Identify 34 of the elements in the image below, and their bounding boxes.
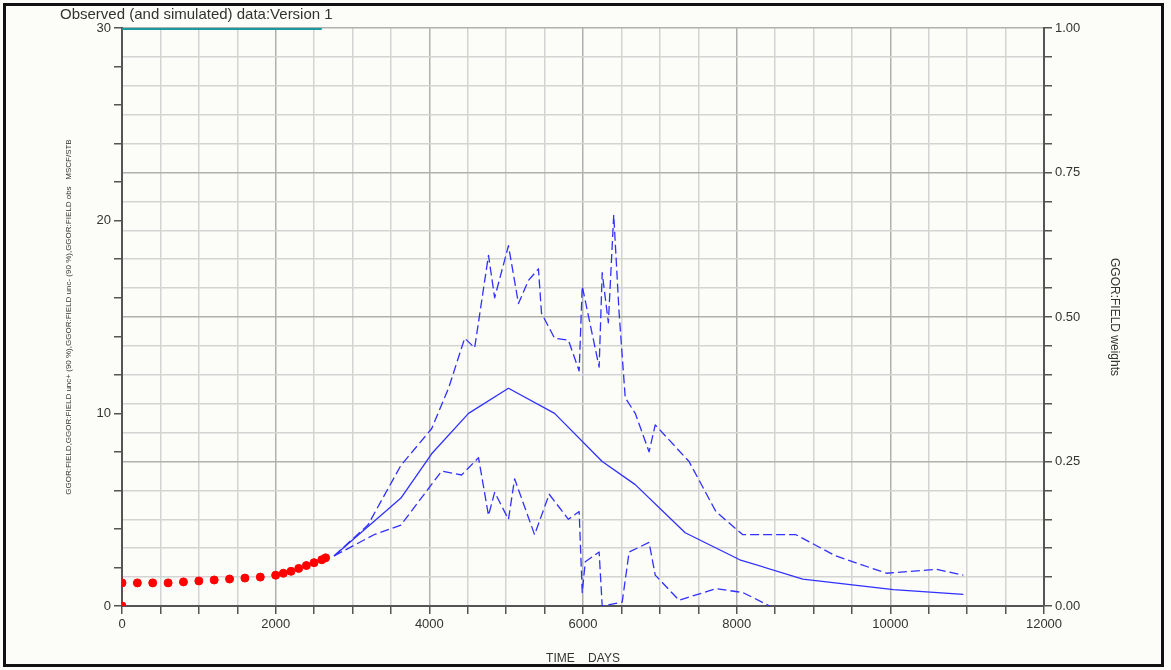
y-tick-label: 20 <box>96 212 111 228</box>
point <box>271 570 281 580</box>
point <box>132 578 142 588</box>
point <box>225 574 235 584</box>
point <box>321 553 331 563</box>
y2-tick-label: 0.25 <box>1055 453 1081 469</box>
x-tick-label: 10000 <box>872 616 909 632</box>
point <box>255 572 265 582</box>
y2-tick-label: 0.50 <box>1055 308 1081 324</box>
y2-tick-label: 0.75 <box>1055 164 1081 180</box>
y-axis-title: GGOR:FIELD,GGOR:FIELD unc+ (90 %),GGOR:FIELD unc- (90 %),GGOR:FIELD obs MSCF/STB <box>64 139 73 495</box>
point <box>294 563 304 573</box>
point <box>163 578 173 588</box>
x-tick-label: 2000 <box>261 616 291 632</box>
y-tick-label: 10 <box>96 404 111 420</box>
y2-tick-label: 0.00 <box>1055 597 1081 613</box>
point <box>194 576 204 586</box>
x-tick-label: 8000 <box>722 616 752 632</box>
y2-axis-title: GGOR:FIELD weights <box>1108 257 1123 377</box>
x-axis-title: TIME DAYS <box>546 651 620 666</box>
point <box>178 577 188 587</box>
y2-tick-label: 1.00 <box>1055 19 1081 35</box>
x-tick-label: 12000 <box>1025 616 1063 632</box>
point <box>309 558 319 568</box>
point <box>286 566 296 576</box>
x-tick-label: 6000 <box>568 616 598 632</box>
point <box>278 568 288 578</box>
y-tick-label: 0 <box>103 597 111 613</box>
point <box>148 578 158 588</box>
x-tick-label: 0 <box>118 616 126 632</box>
point <box>209 575 219 585</box>
point <box>240 573 250 583</box>
x-tick-label: 4000 <box>414 616 444 632</box>
point <box>301 561 311 571</box>
